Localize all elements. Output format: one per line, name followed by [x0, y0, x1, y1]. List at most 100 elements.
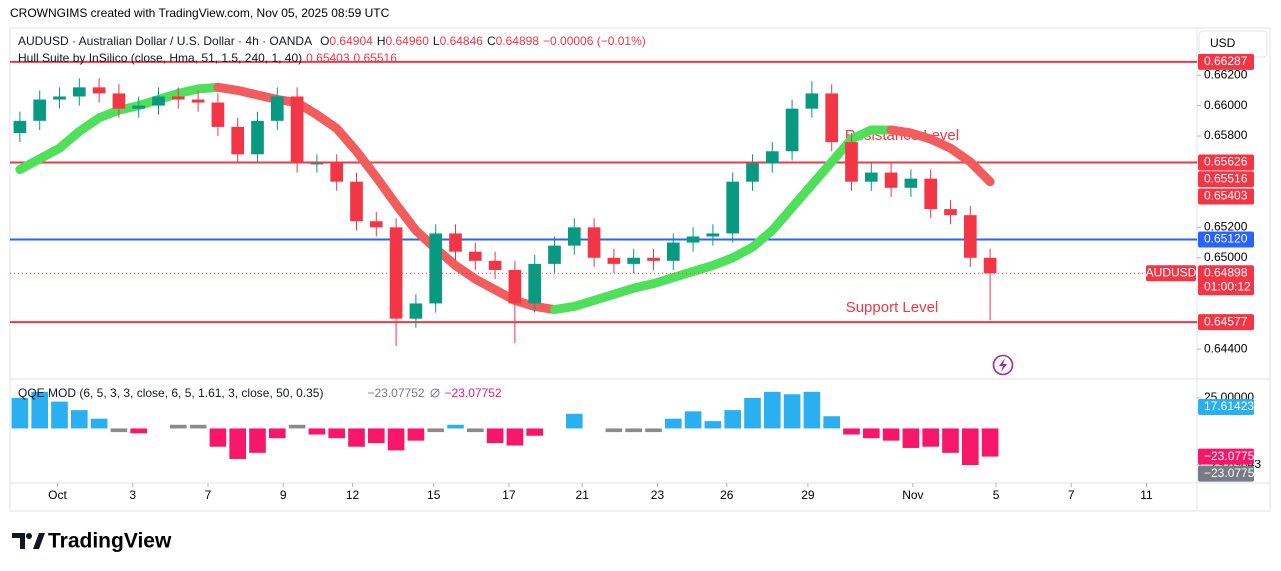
candle-body — [765, 151, 779, 164]
price-tag-label: 0.65516 — [1204, 171, 1248, 185]
histogram-bar — [724, 410, 742, 429]
histogram-bar — [348, 428, 365, 447]
price-tag — [1198, 188, 1254, 205]
hull-legend: Hull Suite by InSilico (close, Hma, 51, … — [18, 51, 397, 65]
brand: TradingView — [48, 530, 172, 553]
y-tick-label: 0.66200 — [1204, 67, 1248, 81]
indicator-name: Hull Suite by InSilico (close, Hma, 51, … — [18, 51, 303, 65]
histogram-bar — [526, 428, 544, 436]
hidden-icon[interactable] — [429, 387, 441, 399]
symbol-tag-label: AUDUSD — [1146, 265, 1197, 279]
candle-body — [944, 209, 957, 216]
histogram-bar — [367, 428, 385, 444]
histogram-bar — [763, 391, 781, 429]
candle-body — [310, 163, 324, 165]
histogram-bar — [447, 424, 464, 429]
ohlc-value: 0.64898 — [495, 34, 540, 48]
price-tag — [1198, 465, 1254, 482]
candle-body — [92, 87, 106, 94]
histogram-bar — [70, 410, 88, 429]
histogram-bar — [645, 428, 662, 433]
hull-band — [549, 125, 896, 315]
histogram-bar — [209, 428, 227, 447]
candle-body — [548, 245, 561, 264]
logo — [12, 533, 45, 549]
histogram-bar — [506, 428, 524, 446]
indicator-name: QQE MOD (6, 5, 3, 3, close, 6, 5, 1.61, … — [18, 386, 324, 400]
candle-body — [647, 257, 660, 261]
candle-body — [270, 96, 284, 121]
candle-body — [33, 99, 47, 121]
histogram-bar — [882, 428, 900, 441]
candle-body — [785, 108, 799, 152]
histogram-bar — [110, 428, 128, 433]
ohlc-value: 0.64846 — [439, 34, 483, 48]
histogram-bar — [744, 397, 761, 429]
y-tick-label: 0.64400 — [1204, 341, 1248, 355]
countdown: 01:00:12 — [1204, 279, 1251, 293]
histogram-bar — [684, 411, 702, 429]
price-tag — [1198, 231, 1254, 248]
candle-body — [567, 227, 581, 246]
x-tick-label: 21 — [576, 488, 590, 502]
histogram-bar — [486, 428, 504, 444]
histogram-bar — [902, 428, 920, 448]
y-tick-label: 0.65800 — [1204, 128, 1248, 142]
price-tag-label: 0.65120 — [1204, 232, 1248, 246]
ohlc-value: 0.64960 — [385, 34, 429, 48]
candle-body — [726, 181, 740, 234]
x-tick-label: 15 — [427, 488, 441, 502]
ohlc-key: L — [432, 34, 440, 48]
price-tag-label: 0.64898 — [1204, 265, 1248, 279]
histogram-bar — [328, 428, 346, 439]
candle-body — [706, 233, 720, 237]
candle-body — [825, 93, 839, 143]
y-tick-label: 0.65000 — [1204, 250, 1248, 264]
histogram-bar — [308, 428, 326, 435]
histogram-bar — [862, 428, 880, 439]
currency[interactable]: USD — [1210, 36, 1236, 50]
x-tick-label: 9 — [280, 488, 287, 502]
histogram-bar — [169, 424, 187, 429]
candle-body — [231, 126, 245, 155]
candle-body — [607, 257, 621, 264]
ohlc-item: C0.64898 — [487, 34, 539, 48]
candle-body — [666, 242, 680, 261]
candle-body — [429, 233, 443, 304]
x-tick-label: 12 — [346, 488, 360, 502]
price-tag — [1198, 53, 1254, 70]
candle-body — [686, 236, 700, 243]
candle-body — [468, 251, 482, 261]
ohlc: O0.64904 H0.64960 L0.64846 C0.64898 — [320, 34, 539, 48]
histogram-bar — [130, 428, 148, 434]
ohlc-key: C — [486, 34, 496, 48]
candle-body — [13, 120, 27, 133]
price-tag-label: 0.64577 — [1204, 314, 1248, 328]
candle-body — [864, 172, 878, 182]
readout: 0.65403 — [306, 51, 350, 65]
candle-body — [112, 93, 126, 109]
price-tag — [1198, 265, 1254, 296]
histogram-bar — [229, 428, 247, 459]
histogram-bar — [922, 428, 940, 447]
histogram-bar — [605, 428, 623, 433]
candle-body — [290, 96, 304, 164]
price-tag-label: 0.65403 — [1204, 189, 1248, 203]
candle-body — [171, 96, 185, 100]
price-tag-label: 17.61423 — [1204, 399, 1254, 413]
ohlc-value: 0.64904 — [329, 34, 373, 48]
candle-body — [627, 257, 641, 264]
candle-body — [251, 120, 264, 155]
candle-body — [409, 303, 423, 319]
candle-body — [488, 260, 502, 270]
x-tick-label: Oct — [48, 488, 67, 502]
histogram-bar — [981, 428, 999, 457]
alert-icon[interactable] — [992, 354, 1014, 376]
x-tick-label: 7 — [1068, 488, 1075, 502]
qqe-legend: QQE MOD (6, 5, 3, 3, close, 6, 5, 1.61, … — [18, 386, 502, 400]
y-tick-label: 0.65200 — [1204, 220, 1248, 234]
histogram-bar — [189, 424, 207, 429]
symbol-legend: AUDUSD · Australian Dollar / U.S. Dollar… — [18, 34, 646, 48]
readout: −23.07752 — [367, 386, 425, 400]
